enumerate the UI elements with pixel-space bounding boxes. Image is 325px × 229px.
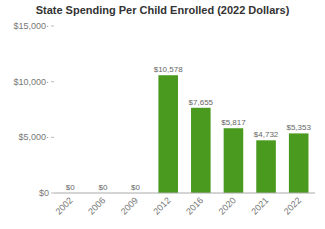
y-tick-label: $5,000· (18, 132, 49, 142)
chart: State Spending Per Child Enrolled (2022 … (0, 0, 325, 229)
bar (191, 108, 211, 193)
bar (289, 133, 309, 193)
data-label: $4,732 (254, 130, 279, 139)
data-label: $5,353 (286, 123, 311, 132)
y-tick (51, 137, 54, 138)
data-label: $0 (98, 183, 107, 192)
title: State Spending Per Child Enrolled (2022 … (36, 4, 290, 16)
y-tick-label: $10,000· (13, 77, 49, 87)
x-tick-label: 2016 (184, 195, 205, 216)
data-label: $7,655 (189, 98, 214, 107)
y-tick (51, 26, 54, 27)
x-tick-label: 2020 (217, 195, 238, 216)
data-label: $0 (131, 183, 140, 192)
data-labels: $0 $0 $0 $10,578 $7,655 $5,817 $4,732 $5,353 (66, 65, 312, 192)
x-tick-label: 2002 (53, 195, 74, 216)
x-tick-label: 2021 (249, 195, 270, 216)
bar (158, 75, 178, 193)
x-axis-line (54, 193, 315, 194)
x-tick-label: 2009 (119, 195, 140, 216)
chart-container: State Spending Per Child Enrolled (2022 … (0, 0, 325, 229)
y-tick (51, 193, 54, 194)
x-axis: 2002 2006 2009 2012 2016 2020 2021 2022 (53, 195, 303, 216)
x-tick-label: 2006 (86, 195, 107, 216)
data-label: $10,578 (154, 65, 183, 74)
y-axis: $0 $5,000· $10,000· $15,000· (13, 21, 54, 198)
data-label: $0 (66, 183, 75, 192)
bars (158, 75, 308, 193)
bar (256, 140, 276, 193)
x-tick-label: 2022 (282, 195, 303, 216)
y-tick (51, 81, 54, 82)
bar (224, 128, 244, 193)
data-label: $5,817 (221, 118, 246, 127)
y-tick-label: $0 (39, 188, 49, 198)
y-tick-label: $15,000· (13, 21, 49, 31)
x-tick-label: 2012 (151, 195, 172, 216)
